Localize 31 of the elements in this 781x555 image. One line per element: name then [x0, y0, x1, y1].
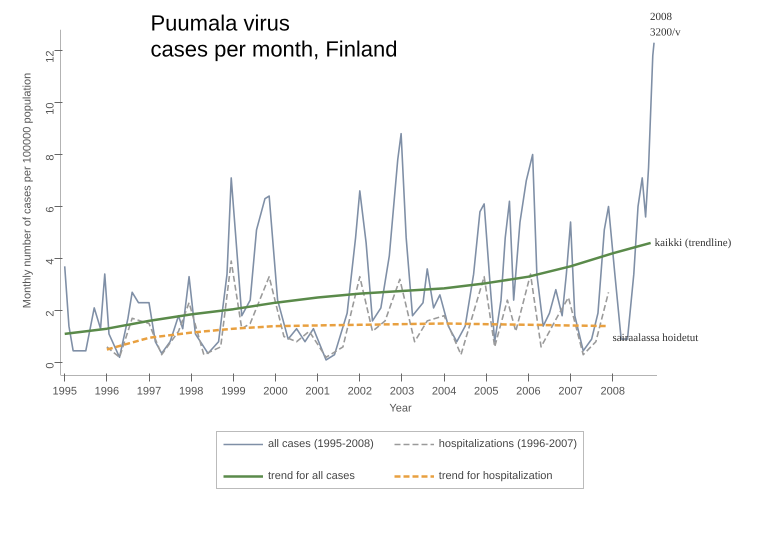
x-tick-label: 2000 — [263, 386, 288, 398]
y-tick-label: 0 — [44, 362, 56, 369]
x-tick-label: 2002 — [348, 386, 372, 398]
x-tick-label: 1996 — [94, 386, 120, 398]
x-tick-label: 2007 — [558, 386, 583, 398]
y-tick-label: 2 — [44, 310, 56, 317]
x-tick-label: 2006 — [516, 386, 541, 398]
legend-label: trend for all cases — [268, 470, 355, 482]
x-tick-label: 1995 — [52, 386, 77, 398]
x-tick-label: 2001 — [305, 386, 330, 398]
x-axis-title: Year — [389, 402, 412, 414]
x-tick-label: 2003 — [390, 386, 414, 398]
annotation: kaikki (trendline) — [654, 236, 732, 249]
x-tick-label: 1998 — [178, 386, 204, 398]
x-tick-label: 1997 — [136, 386, 162, 398]
y-tick-label: 8 — [44, 154, 56, 161]
y-tick-label: 12 — [44, 50, 56, 63]
x-tick-label: 2008 — [600, 386, 625, 398]
y-tick-label: 10 — [44, 102, 56, 115]
annotation: 2008 3200/v — [650, 11, 682, 39]
y-axis-title: Monthly number of cases per 100000 population — [22, 72, 34, 308]
chart-title: Puumala virus cases per month, Finland — [150, 10, 398, 62]
legend-label: trend for hospitalization — [438, 470, 553, 482]
x-tick-label: 1999 — [221, 386, 246, 398]
y-tick-label: 4 — [44, 258, 56, 265]
y-tick-label: 6 — [44, 206, 56, 213]
x-tick-label: 2005 — [474, 386, 499, 398]
legend-label: all cases (1995-2008) — [268, 438, 374, 450]
x-tick-label: 2004 — [432, 386, 456, 398]
annotation: sairaalassa hoidetut — [612, 332, 698, 344]
legend-label: hospitalizations (1996-2007) — [438, 438, 577, 450]
